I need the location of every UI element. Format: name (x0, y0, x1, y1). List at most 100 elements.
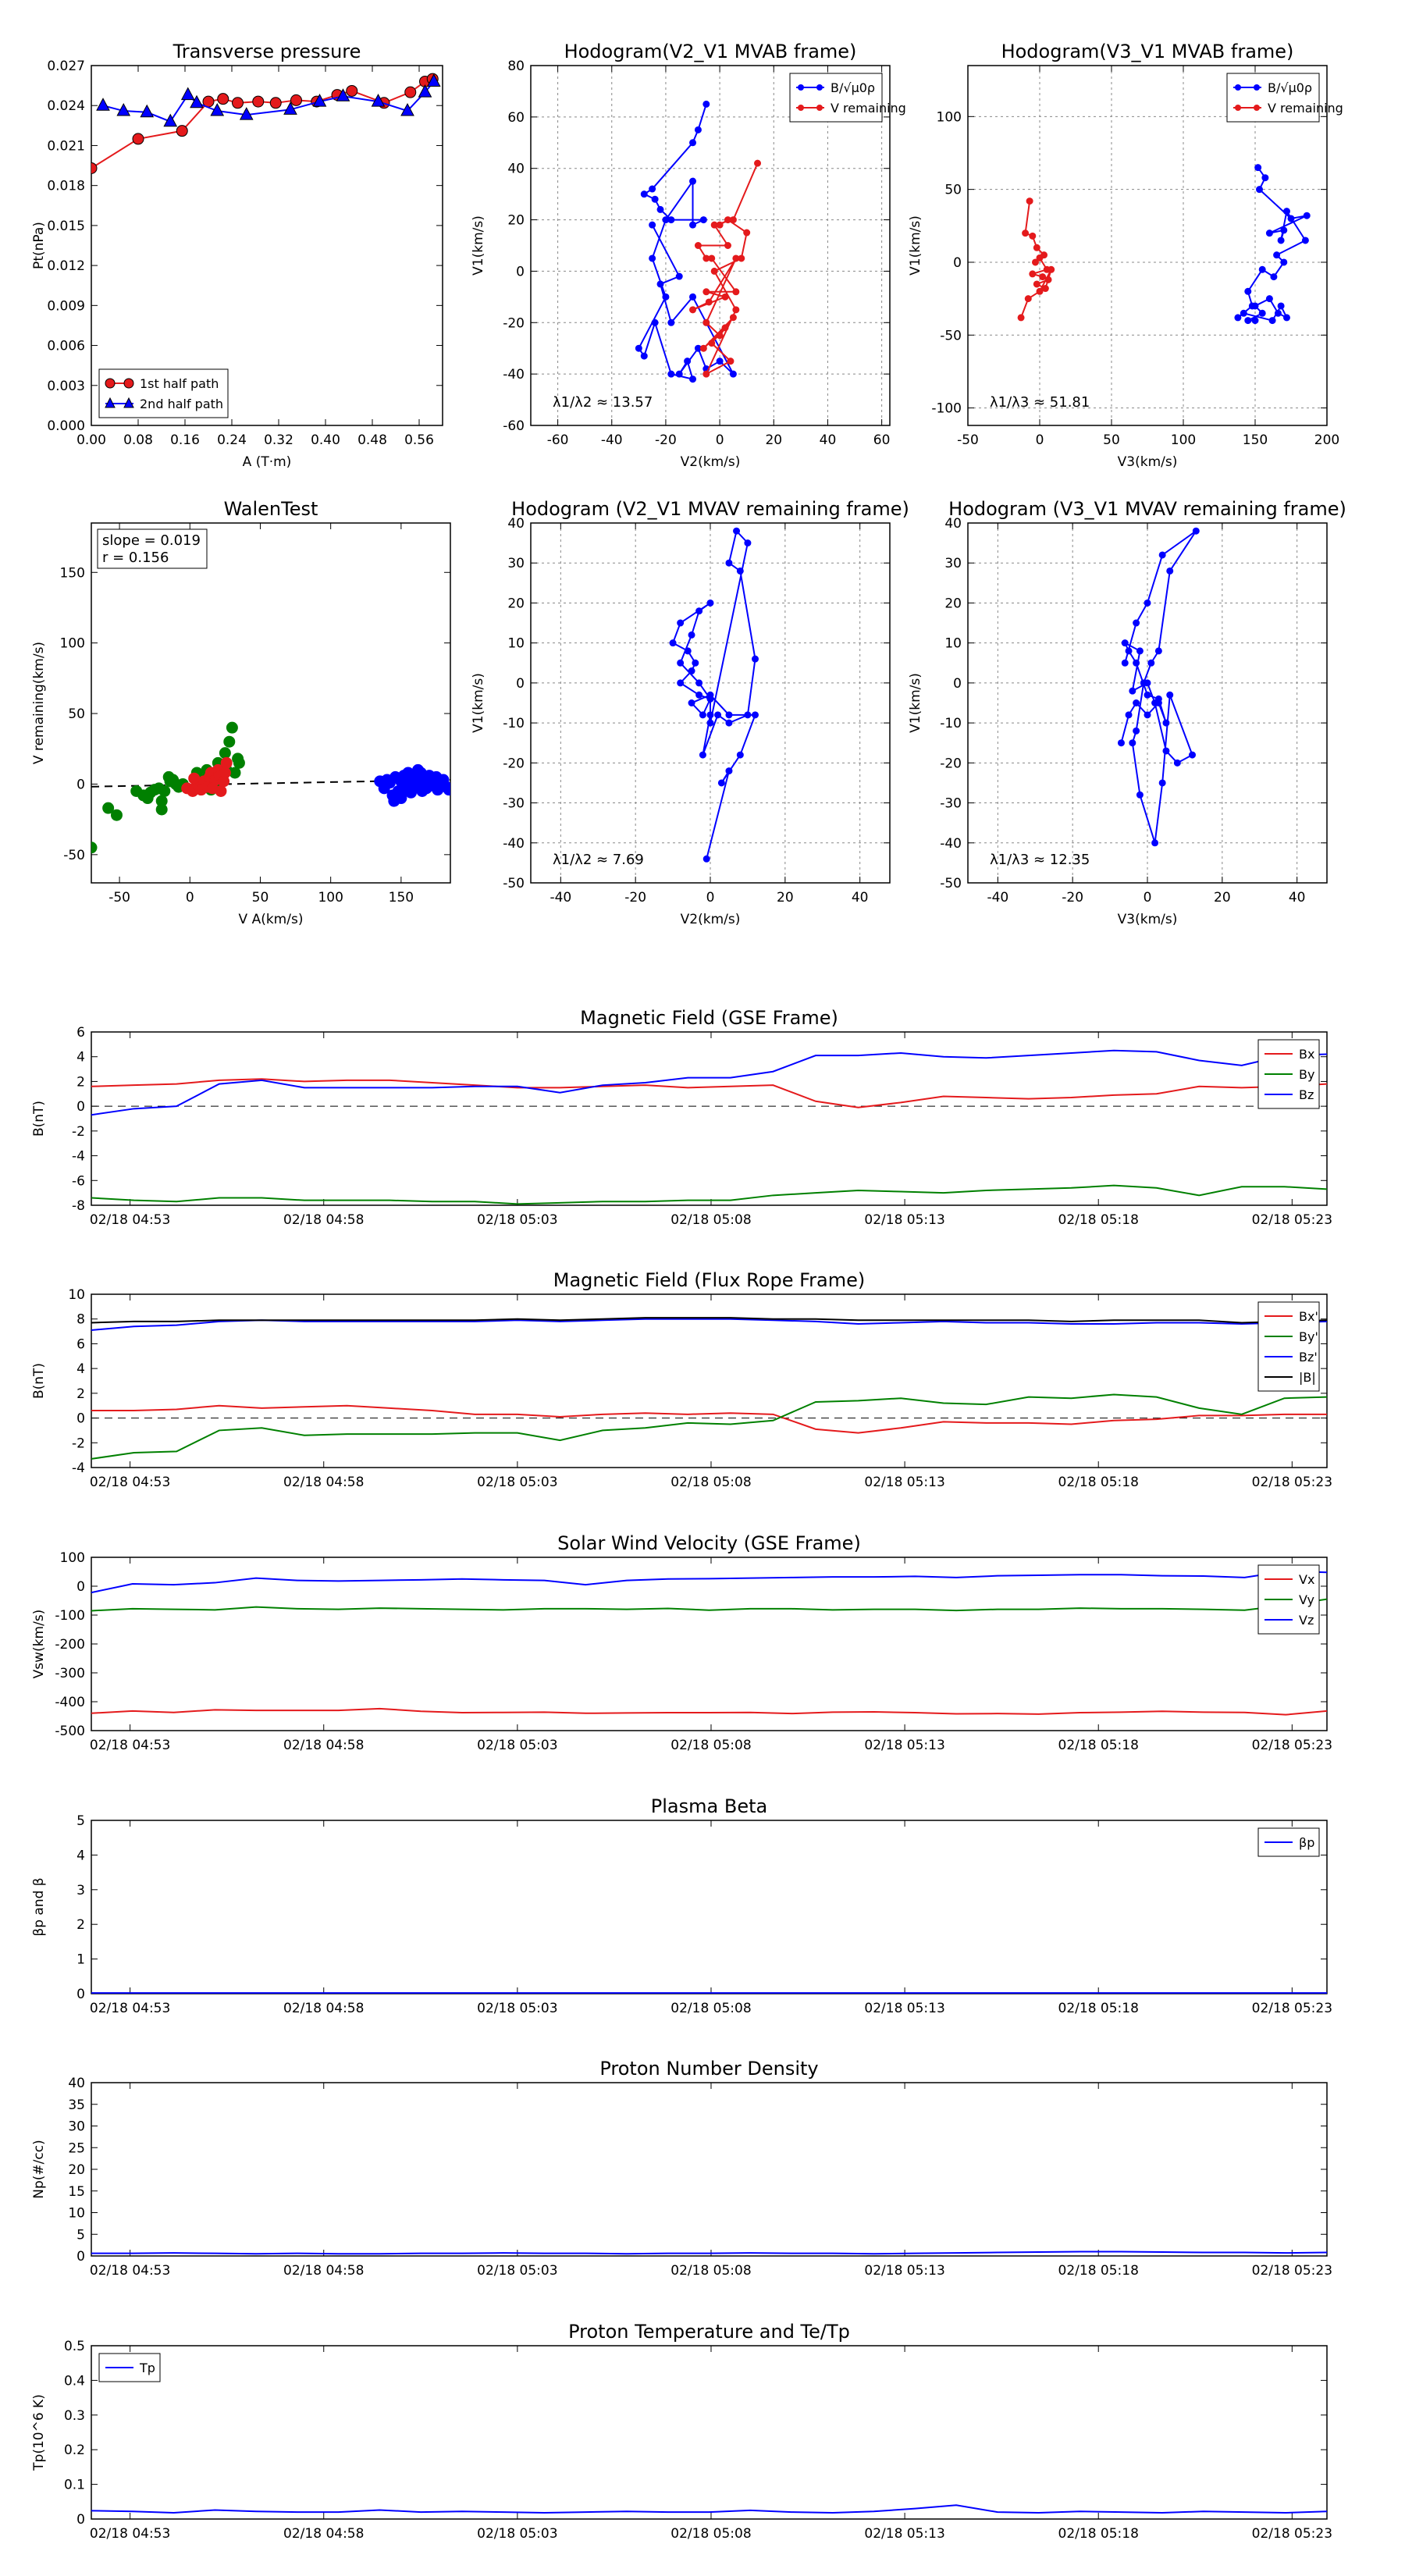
y-tick-label: -50 (503, 876, 525, 891)
data-point (651, 318, 659, 326)
ratio-annotation: λ1/λ3 ≈ 12.35 (990, 852, 1090, 868)
data-point (1121, 639, 1129, 647)
data-point (662, 293, 670, 301)
data-point (752, 655, 759, 663)
data-point (725, 559, 733, 567)
ratio-annotation: λ1/λ2 ≈ 13.57 (553, 394, 653, 411)
plot-frame (530, 65, 891, 426)
x-tick-label: 50 (252, 890, 269, 906)
data-point (1036, 254, 1044, 262)
data-point (1274, 309, 1282, 317)
series-Vy (91, 1598, 1327, 1612)
stats-box (97, 528, 208, 569)
y-tick-label: 10 (507, 636, 525, 652)
data-point (1244, 317, 1252, 325)
beta-title: Plasma Beta (651, 1795, 767, 1817)
data-point (1301, 237, 1309, 244)
series-V remaining (689, 159, 762, 378)
data-point (699, 711, 706, 719)
x-tick-label: 0.16 (170, 432, 200, 448)
x-tick-label: 02/18 05:13 (864, 2001, 944, 2016)
np-axes: 0 5 10 15 20 25 30 35 40 02/18 04:53 02/18 04:58 02… (31, 2076, 1332, 2279)
series-line (671, 529, 756, 859)
y-tick-label: 0.4 (64, 2373, 85, 2389)
x-tick-label: 02/18 05:03 (477, 2526, 557, 2542)
x-tick-label: 02/18 04:58 (283, 2001, 364, 2016)
data-point (1282, 314, 1290, 322)
mag_fr-axes: -4 -2 0 2 4 6 8 10 02/18 04:53 02/18 04:58 02/18 0… (31, 1287, 1332, 1490)
series-line (1120, 530, 1197, 844)
data-point (710, 267, 718, 275)
legend-label: Bz' (1299, 1350, 1318, 1364)
data-point (689, 139, 697, 147)
data-point (694, 242, 702, 249)
x-tick-label: 02/18 04:53 (90, 1738, 170, 1753)
x-tick-label: 02/18 04:53 (90, 2263, 170, 2279)
y-tick-label: -30 (940, 796, 962, 812)
series-Bz' (91, 1318, 1327, 1331)
y-axis-label: V1(km/s) (908, 673, 923, 733)
y-tick-label: -2 (72, 1436, 85, 1451)
data-point (229, 767, 241, 779)
x-tick-label: 02/18 05:23 (1252, 1475, 1332, 1490)
x-tick-label: 02/18 05:18 (1058, 2526, 1139, 2542)
legend-label: Bx (1299, 1047, 1314, 1062)
data-point (675, 370, 683, 378)
y-tick-label: 80 (507, 59, 525, 74)
y-tick-label: -4 (72, 1149, 85, 1165)
data-point (1048, 265, 1055, 273)
data-point (1166, 691, 1174, 699)
data-point (290, 94, 302, 106)
data-point (695, 607, 703, 615)
legend-marker (105, 378, 116, 389)
data-point (733, 527, 741, 535)
ratio-annotation: λ1/λ2 ≈ 7.69 (553, 852, 644, 868)
data-point (725, 767, 733, 775)
y-tick-label: 50 (68, 706, 85, 722)
data-point (102, 802, 115, 814)
data-point (1133, 699, 1140, 706)
data-point (1026, 197, 1033, 205)
h3-title: Hodogram (V2_V1 MVAV remaining frame) (511, 498, 909, 520)
mag_fr-title: Magnetic Field (Flux Rope Frame) (553, 1269, 865, 1291)
data-point (706, 695, 714, 703)
legend-label: Vy (1299, 1592, 1314, 1607)
legend-label: V remaining (831, 101, 906, 116)
legend-label: βp (1299, 1835, 1314, 1850)
series-line (91, 2250, 1327, 2255)
data-point (1234, 314, 1242, 322)
x-tick-label: 02/18 05:13 (864, 1475, 944, 1490)
data-point (706, 719, 714, 727)
x-tick-label: 02/18 05:08 (670, 2526, 751, 2542)
data-point (640, 190, 648, 198)
data-point (1265, 229, 1273, 237)
legend: B/√μ0ρ V remaining (789, 73, 906, 123)
y-tick-label: 0.015 (47, 219, 85, 234)
legend-marker (1235, 84, 1241, 91)
legend: Vx Vy Vz (1257, 1564, 1320, 1635)
plot-frame (967, 522, 1328, 884)
data-point (732, 306, 740, 314)
data-point (1129, 687, 1136, 695)
data-point (684, 358, 692, 365)
x-tick-label: 02/18 05:18 (1058, 2263, 1139, 2279)
data-point (91, 841, 98, 854)
legend: 1st half path 2nd half path (98, 368, 229, 418)
x-tick-label: -20 (624, 890, 646, 906)
x-tick-label: 0.32 (264, 432, 293, 448)
x-tick-label: 02/18 05:08 (670, 1738, 751, 1753)
x-tick-label: 02/18 05:18 (1058, 2001, 1139, 2016)
y-tick-label: -100 (931, 401, 962, 417)
data-point (1044, 276, 1052, 283)
data-point (132, 133, 144, 145)
data-point (669, 639, 677, 647)
data-point (223, 735, 236, 748)
legend-label: Bz (1299, 1087, 1314, 1102)
h3-axes: -50 -40 -30 -20 -10 0 10 20 30 40 -40 -20 0 20 40 V2(km… (471, 516, 891, 927)
series-V remaining (1017, 197, 1055, 322)
y-tick-label: 0 (76, 1411, 85, 1427)
y-tick-label: 20 (507, 596, 525, 611)
data-point (336, 88, 350, 101)
series-2nd half path (96, 73, 441, 127)
x-tick-label: 02/18 05:23 (1252, 2526, 1332, 2542)
